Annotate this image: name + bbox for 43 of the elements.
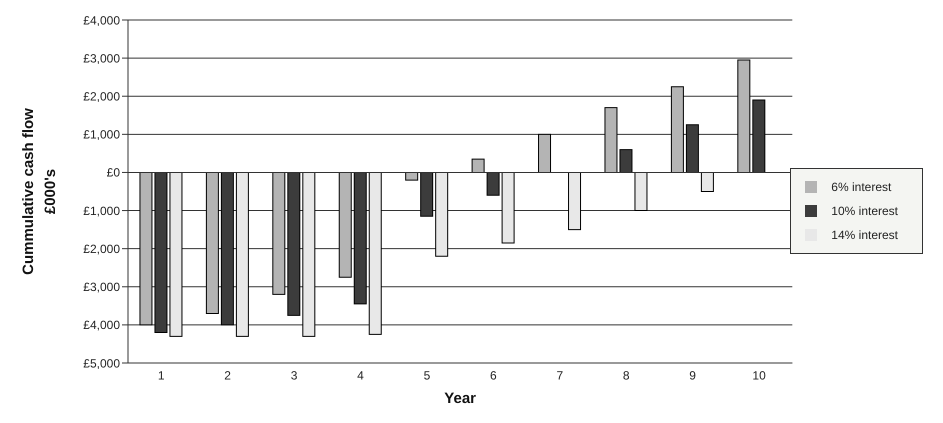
bar [368, 172, 382, 335]
y-tick-label: £0 [106, 166, 120, 180]
bar [272, 172, 286, 295]
y-tick-label: £3,000 [83, 51, 120, 66]
x-tick-label: 4 [357, 368, 364, 383]
x-tick-label: 8 [622, 368, 630, 383]
x-tick-label: 10 [752, 368, 766, 383]
bar [538, 134, 552, 173]
bar [670, 86, 684, 173]
bar [634, 172, 648, 212]
x-tick-label: 2 [224, 368, 232, 383]
x-tick-label: 7 [556, 368, 564, 383]
legend-label: 10% interest [831, 204, 898, 218]
bar [139, 172, 152, 326]
bar [435, 172, 448, 257]
bar [302, 172, 316, 337]
bar [472, 158, 485, 173]
y-tick-label: £5,000 [83, 356, 120, 370]
y-tick-label: £1,000 [83, 204, 120, 218]
x-tick-label: 6 [490, 368, 498, 383]
bar [737, 60, 750, 173]
bar [700, 172, 714, 192]
y-tick-label: £4,000 [83, 13, 120, 28]
x-tick-label: 1 [158, 368, 165, 383]
bar [568, 172, 582, 230]
bar [236, 172, 249, 337]
bar [206, 172, 219, 314]
x-tick-label: 5 [424, 368, 431, 383]
bar [604, 107, 618, 173]
x-tick-label: 9 [689, 368, 696, 383]
y-tick-label: £1,000 [83, 128, 120, 142]
legend-label: 6% interest [831, 180, 892, 194]
legend-label: 14% interest [831, 228, 898, 242]
y-tick-label: £2,000 [83, 242, 120, 256]
x-tick-label: 3 [290, 368, 298, 383]
y-tick-label: £2,000 [83, 89, 120, 104]
bar [338, 172, 352, 278]
y-tick-label: £3,000 [83, 280, 120, 294]
bar [502, 172, 515, 244]
y-axis-title: Cummulative cash flow £000's [20, 108, 59, 275]
bar [169, 172, 182, 337]
x-axis-title: Year [444, 390, 476, 407]
y-tick-label: £4,000 [83, 318, 120, 332]
